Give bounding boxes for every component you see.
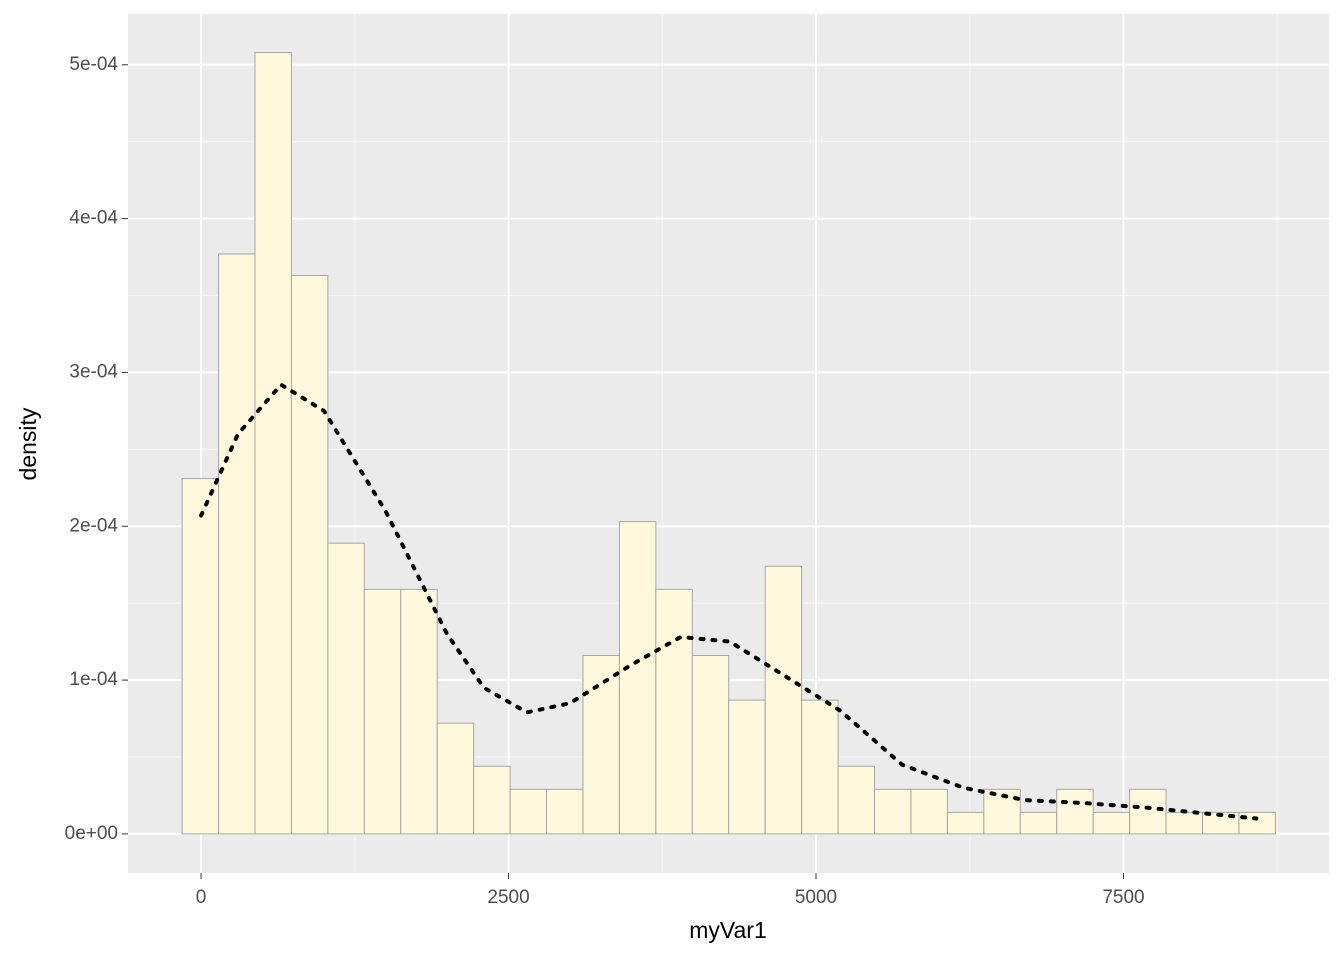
x-tick-label: 2500 bbox=[487, 887, 529, 908]
bar bbox=[1165, 811, 1203, 835]
bar bbox=[582, 654, 620, 835]
bar bbox=[400, 588, 438, 835]
x-axis-title: myVar1 bbox=[689, 917, 767, 943]
bar bbox=[1238, 811, 1276, 835]
bar bbox=[1092, 811, 1131, 835]
bar bbox=[1019, 811, 1058, 835]
bar bbox=[801, 699, 839, 835]
y-axis-title: density bbox=[15, 407, 41, 480]
y-tick-label: 4e-04 bbox=[69, 208, 118, 229]
bar bbox=[910, 788, 948, 835]
bar bbox=[546, 788, 584, 835]
bar bbox=[436, 722, 475, 835]
y-tick-label: 1e-04 bbox=[69, 669, 118, 690]
y-tick-label: 5e-04 bbox=[69, 54, 118, 75]
bar bbox=[946, 811, 985, 835]
bar bbox=[1129, 788, 1167, 835]
bar bbox=[728, 699, 766, 835]
bar bbox=[218, 253, 256, 835]
bar bbox=[691, 654, 730, 835]
x-tick-label: 0 bbox=[196, 887, 207, 908]
bar bbox=[874, 788, 912, 835]
bar bbox=[290, 275, 329, 835]
x-tick-label: 7500 bbox=[1102, 887, 1144, 908]
bar bbox=[473, 765, 511, 835]
bar bbox=[1056, 788, 1094, 835]
y-tick-label: 0e+00 bbox=[65, 823, 118, 844]
bar bbox=[618, 521, 657, 835]
bar bbox=[254, 51, 292, 835]
bar bbox=[655, 588, 693, 835]
bar bbox=[181, 478, 220, 835]
density-line bbox=[199, 382, 1259, 821]
bar bbox=[509, 788, 548, 835]
bar bbox=[363, 588, 402, 835]
bar bbox=[327, 542, 365, 835]
bar bbox=[837, 765, 876, 835]
y-tick-label: 2e-04 bbox=[69, 515, 118, 536]
x-tick-label: 5000 bbox=[795, 887, 837, 908]
y-tick-label: 3e-04 bbox=[69, 361, 118, 382]
bar bbox=[764, 565, 803, 835]
